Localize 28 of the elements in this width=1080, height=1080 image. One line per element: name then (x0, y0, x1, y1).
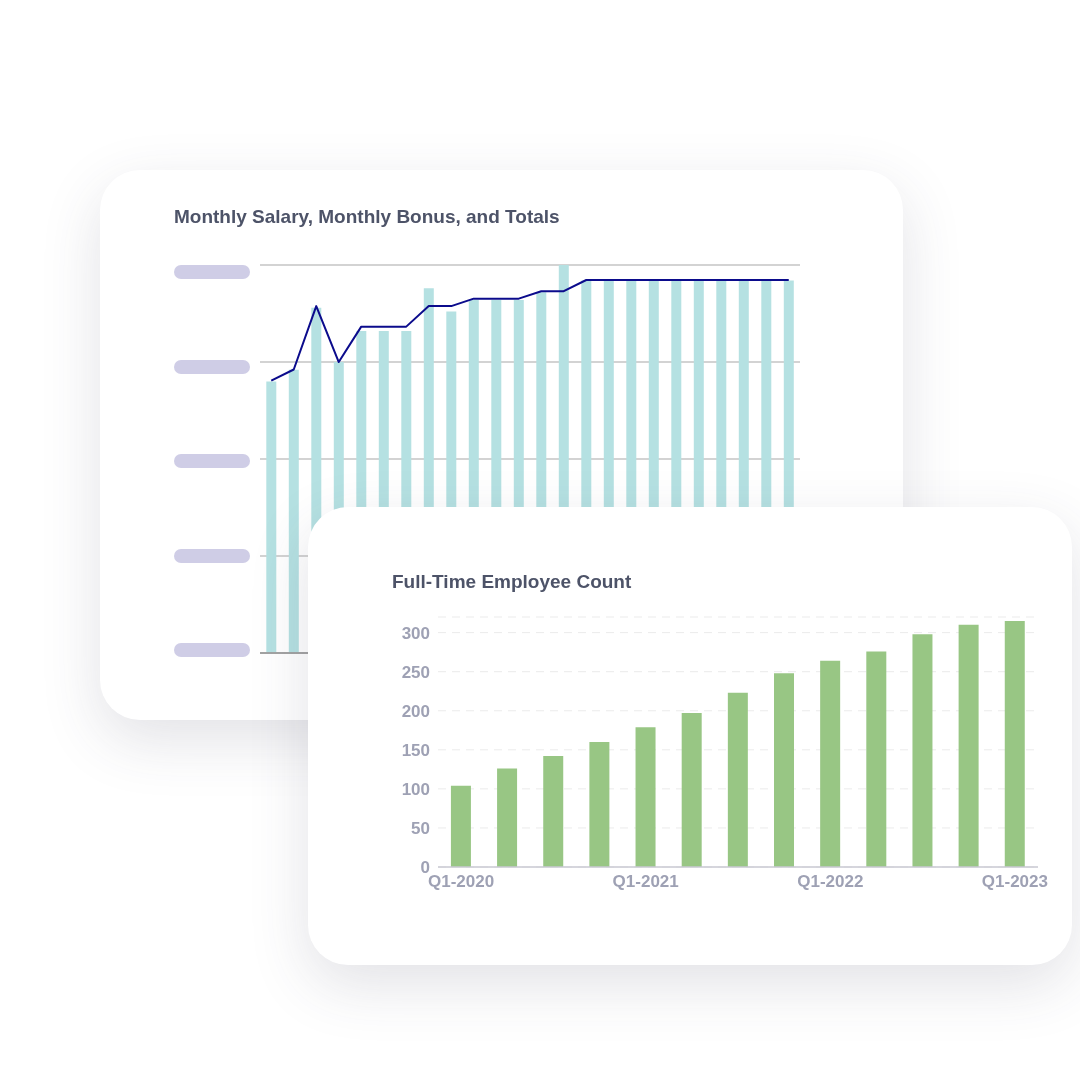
y-tick-label: 250 (401, 662, 430, 682)
bar (497, 768, 518, 867)
y-tick-label: 150 (401, 740, 430, 760)
x-tick-label: Q1-2020 (427, 872, 495, 892)
y-tick-label: 100 (401, 779, 430, 799)
y-tick-label: 200 (401, 701, 430, 721)
y-tick-label: 0 (420, 858, 430, 878)
bar (635, 727, 656, 867)
bar (681, 713, 702, 867)
bar (866, 651, 887, 867)
x-tick-label: Q1-2022 (797, 872, 864, 892)
x-tick-label: Q1-2021 (612, 872, 679, 892)
bar (912, 634, 933, 867)
bar (543, 756, 564, 867)
bar (450, 785, 471, 867)
bar (820, 660, 841, 867)
y-tick-label: 50 (411, 818, 430, 838)
bar (958, 624, 979, 867)
bar (727, 692, 748, 867)
bar (1004, 620, 1025, 867)
chart-title: Monthly Salary, Monthly Bonus, and Totals (174, 206, 560, 228)
bar (774, 673, 794, 867)
chart-title: Full-Time Employee Count (392, 571, 632, 593)
y-tick-label: 300 (401, 623, 430, 643)
bar (266, 381, 277, 653)
x-tick-label: Q1-2023 (981, 872, 1049, 892)
bar (589, 742, 610, 867)
bar (288, 369, 299, 653)
